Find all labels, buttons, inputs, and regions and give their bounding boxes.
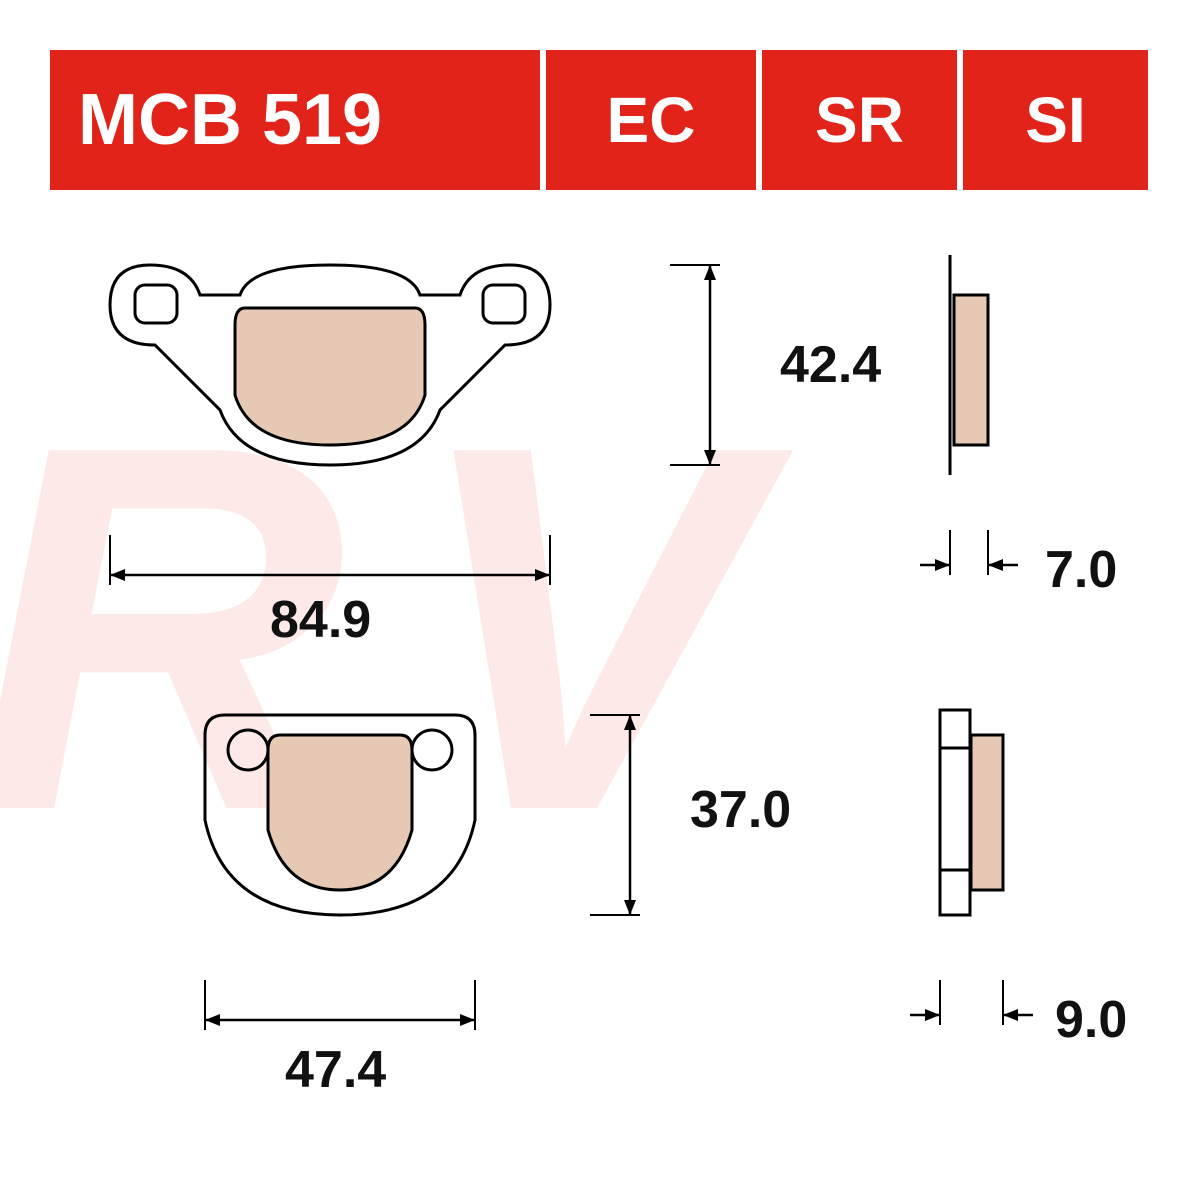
- pad-b-side: [915, 680, 1045, 960]
- pad-a-side: [920, 235, 1040, 515]
- pad-b-width-label: 47.4: [285, 1040, 386, 1100]
- pad-b-thick-label: 9.0: [1055, 990, 1127, 1050]
- pad-a-front: [90, 230, 570, 530]
- pad-b-thick-dim: [910, 980, 1070, 1060]
- product-code-label: MCB 519: [78, 79, 382, 161]
- variant-si-cell: SI: [963, 50, 1148, 190]
- diagram-body: R V 42.4: [50, 190, 1150, 1150]
- pad-b-height-dim: [580, 680, 700, 960]
- pad-a-thick-dim: [915, 530, 1055, 610]
- variant-sr-cell: SR: [762, 50, 957, 190]
- variant-ec-cell: EC: [546, 50, 756, 190]
- header-row: MCB 519 EC SR SI: [50, 50, 1150, 190]
- pad-b-front: [180, 680, 500, 960]
- variant-sr-label: SR: [815, 83, 904, 157]
- pad-a-thick-label: 7.0: [1045, 540, 1117, 600]
- variant-ec-label: EC: [607, 83, 696, 157]
- pad-a-height-label: 42.4: [780, 335, 881, 395]
- pad-b-height-label: 37.0: [690, 780, 791, 840]
- pad-a-width-label: 84.9: [270, 590, 371, 650]
- pad-a-height-dim: [660, 230, 780, 530]
- variant-si-label: SI: [1025, 83, 1085, 157]
- product-code-cell: MCB 519: [50, 50, 540, 190]
- diagram-frame: MCB 519 EC SR SI R V: [50, 50, 1150, 1150]
